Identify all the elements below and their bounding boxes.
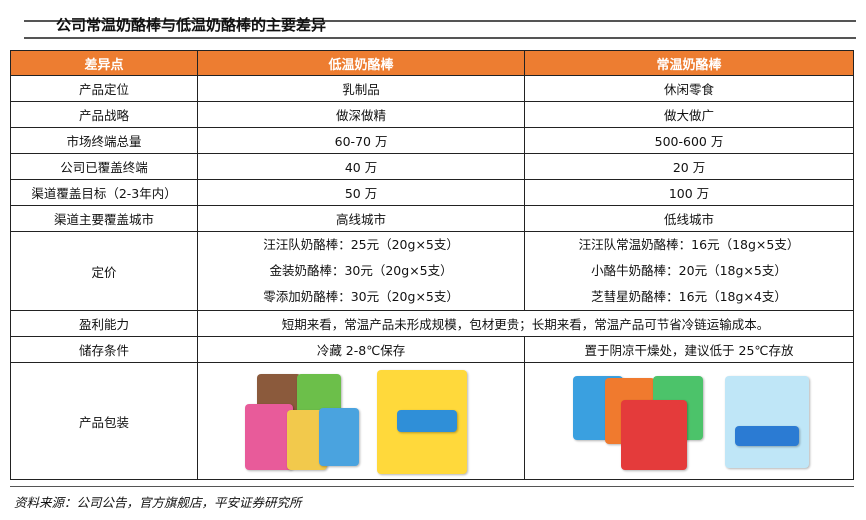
profit-text: 短期来看，常温产品未形成规模，包材更贵；长期来看，常温产品可节省冷链运输成本。 bbox=[197, 310, 854, 337]
header-cell: 低温奶酪棒 bbox=[197, 50, 526, 76]
row-label: 产品包装 bbox=[9, 362, 199, 480]
price-item: 芝彗星奶酪棒：16元（18g×4支） bbox=[591, 289, 787, 304]
pricing-row: 定价 汪汪队奶酪棒：25元（20g×5支） 金装奶酪棒：30元（20g×5支） 零添… bbox=[9, 231, 854, 311]
storage-row: 储存条件 冷藏 2-8℃保存 置于阴凉干燥处，建议低于 25℃存放 bbox=[9, 336, 854, 363]
table-row: 产品定位 乳制品 休闲零食 bbox=[9, 75, 854, 102]
cell: 500-600 万 bbox=[524, 127, 854, 154]
row-label: 盈利能力 bbox=[9, 310, 199, 337]
cell: 休闲零食 bbox=[524, 75, 854, 102]
cell: 40 万 bbox=[197, 153, 526, 180]
price-item: 汪汪队奶酪棒：25元（20g×5支） bbox=[263, 237, 459, 252]
header-cell: 常温奶酪棒 bbox=[524, 50, 854, 76]
cell: 做大做广 bbox=[524, 101, 854, 128]
row-label: 渠道覆盖目标（2-3年内） bbox=[9, 179, 199, 206]
row-label: 定价 bbox=[9, 231, 199, 311]
low-temp-packaging-image bbox=[197, 362, 526, 480]
source-rule bbox=[10, 486, 854, 487]
cell: 60-70 万 bbox=[197, 127, 526, 154]
title-bottom-rule bbox=[24, 37, 856, 39]
packaging-row: 产品包装 bbox=[9, 362, 854, 480]
table-row: 渠道主要覆盖城市 高线城市 低线城市 bbox=[9, 205, 854, 232]
price-item: 零添加奶酪棒：30元（20g×5支） bbox=[263, 289, 459, 304]
cell: 做深做精 bbox=[197, 101, 526, 128]
normal-temp-packaging-image bbox=[524, 362, 854, 480]
table-row: 公司已覆盖终端 40 万 20 万 bbox=[9, 153, 854, 180]
table-header-row: 差异点 低温奶酪棒 常温奶酪棒 bbox=[9, 50, 854, 76]
page-title: 公司常温奶酪棒与低温奶酪棒的主要差异 bbox=[56, 16, 327, 34]
table-row: 市场终端总量 60-70 万 500-600 万 bbox=[9, 127, 854, 154]
cell: 置于阴凉干燥处，建议低于 25℃存放 bbox=[524, 336, 854, 363]
cell: 低线城市 bbox=[524, 205, 854, 232]
normal-temp-pricing: 汪汪队常温奶酪棒：16元（18g×5支） 小酪牛奶酪棒：20元（18g×5支） 芝彗… bbox=[524, 231, 854, 311]
low-temp-pricing: 汪汪队奶酪棒：25元（20g×5支） 金装奶酪棒：30元（20g×5支） 零添加奶酪… bbox=[197, 231, 526, 311]
row-label: 产品战略 bbox=[9, 101, 199, 128]
row-label: 产品定位 bbox=[9, 75, 199, 102]
cell: 冷藏 2-8℃保存 bbox=[197, 336, 526, 363]
price-item: 金装奶酪棒：30元（20g×5支） bbox=[269, 263, 453, 278]
row-label: 渠道主要覆盖城市 bbox=[9, 205, 199, 232]
row-label: 市场终端总量 bbox=[9, 127, 199, 154]
title-top-rule bbox=[24, 20, 856, 22]
price-item: 汪汪队常温奶酪棒：16元（18g×5支） bbox=[578, 237, 800, 252]
row-label: 储存条件 bbox=[9, 336, 199, 363]
row-label: 公司已覆盖终端 bbox=[9, 153, 199, 180]
profit-row: 盈利能力 短期来看，常温产品未形成规模，包材更贵；长期来看，常温产品可节省冷链运… bbox=[9, 310, 854, 337]
table-row: 产品战略 做深做精 做大做广 bbox=[9, 101, 854, 128]
comparison-table: 差异点 低温奶酪棒 常温奶酪棒 产品定位 乳制品 休闲零食 产品战略 做深做精 做大做广… bbox=[9, 50, 854, 480]
cell: 20 万 bbox=[524, 153, 854, 180]
cell: 50 万 bbox=[197, 179, 526, 206]
header-cell: 差异点 bbox=[9, 50, 199, 76]
cell: 高线城市 bbox=[197, 205, 526, 232]
table-row: 渠道覆盖目标（2-3年内） 50 万 100 万 bbox=[9, 179, 854, 206]
cell: 100 万 bbox=[524, 179, 854, 206]
price-item: 小酪牛奶酪棒：20元（18g×5支） bbox=[591, 263, 787, 278]
cell: 乳制品 bbox=[197, 75, 526, 102]
source-note: 资料来源：公司公告，官方旗舰店，平安证券研究所 bbox=[14, 495, 302, 510]
